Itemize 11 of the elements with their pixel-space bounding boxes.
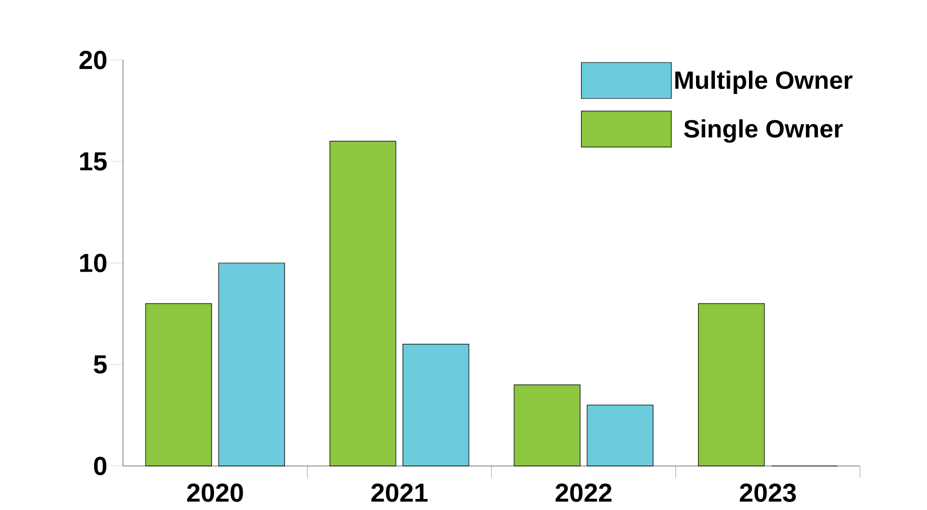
y-tick-label: 0 [94,456,106,476]
y-tick-label: 10 [80,254,106,272]
legend-label: Multiple Owner [675,70,852,94]
y-tick-label: 20 [79,50,106,70]
y-tick-label: 5 [94,355,107,374]
x-tick-label: 2020 [187,484,243,502]
x-tick-label: 2023 [740,484,796,502]
x-tick-label: 2022 [556,484,612,502]
x-tick-label: 2021 [371,484,428,502]
legend-label: Single Owner [684,119,843,143]
y-tick-label: 15 [80,152,107,171]
